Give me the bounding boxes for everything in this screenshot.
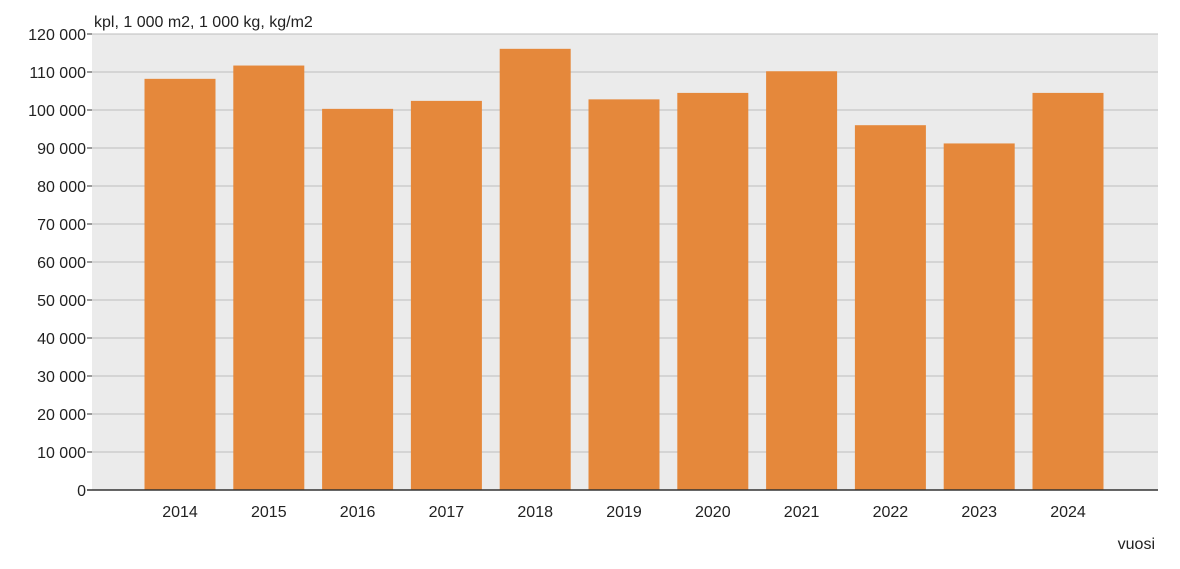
bar-2021 (766, 71, 838, 491)
y-tick-label: 10 000 (37, 445, 86, 462)
y-tick-label: 40 000 (37, 331, 86, 348)
x-tick-label: 2015 (251, 504, 287, 521)
bar-2017 (410, 100, 482, 490)
x-tick-label: 2019 (606, 504, 642, 521)
y-tick-label: 50 000 (37, 293, 86, 310)
x-tick-label: 2014 (162, 504, 198, 521)
bar-2020 (677, 92, 749, 491)
x-tick-label: 2017 (429, 504, 465, 521)
x-tick-label: 2022 (873, 504, 909, 521)
bar-2015 (233, 65, 305, 490)
y-tick-label: 100 000 (28, 103, 86, 120)
y-tick-label: 60 000 (37, 255, 86, 272)
bars (144, 48, 1104, 491)
bar-2014 (144, 78, 216, 490)
bar-2022 (854, 125, 926, 490)
x-tick-label: 2020 (695, 504, 731, 521)
bar-2018 (499, 48, 571, 490)
x-tick-label: 2018 (517, 504, 553, 521)
x-tick-label: 2024 (1050, 504, 1086, 521)
bar-2023 (943, 143, 1015, 490)
bar-2019 (588, 99, 660, 491)
y-tick-label: 110 000 (29, 65, 86, 82)
y-tick-label: 20 000 (37, 407, 86, 424)
y-tick-label: 30 000 (37, 369, 86, 386)
y-tick-label: 120 000 (28, 27, 86, 44)
x-tick-label: 2023 (961, 504, 997, 521)
x-tick-labels: 2014 2015 2016 2017 2018 2019 2020 2021 2022 2023… (162, 504, 1086, 521)
bar-2024 (1032, 92, 1104, 491)
x-axis-label: vuosi (1118, 536, 1155, 553)
y-axis-label: kpl, 1 000 m2, 1 000 kg, kg/m2 (94, 14, 313, 31)
y-tick-labels: 0 10 000 20 000 30 000 40 000 50 000 60 000 70 … (28, 27, 92, 500)
y-tick-label: 70 000 (37, 217, 86, 234)
y-tick-label: 80 000 (37, 179, 86, 196)
x-tick-label: 2016 (340, 504, 376, 521)
x-tick-label: 2021 (784, 504, 820, 521)
bar-2016 (322, 108, 394, 491)
y-tick-label: 90 000 (37, 141, 86, 158)
y-tick-label: 0 (77, 483, 86, 500)
